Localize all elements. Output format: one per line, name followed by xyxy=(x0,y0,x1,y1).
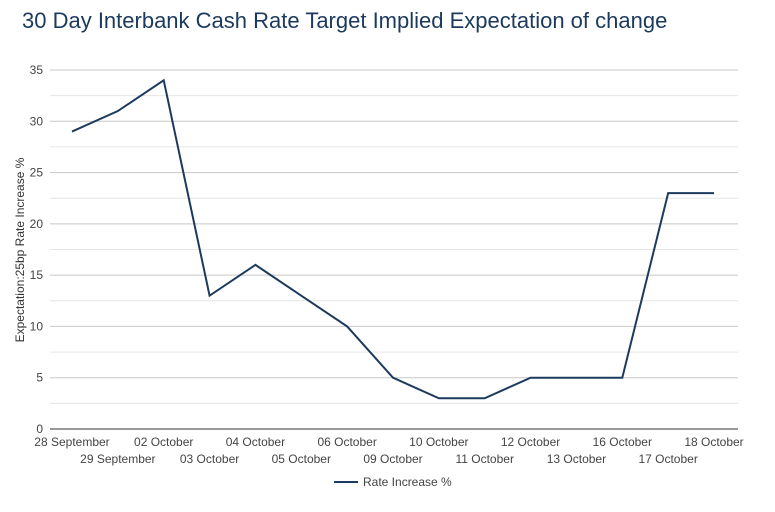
x-tick-label: 06 October xyxy=(317,435,376,449)
y-tick-label: 10 xyxy=(30,319,44,333)
y-axis-label: Expectation:25bp Rate Increase % xyxy=(13,157,27,342)
y-axis-ticks: 0 5 10 15 20 25 30 35 xyxy=(30,63,44,436)
x-tick-label: 05 October xyxy=(272,452,331,466)
x-tick-label: 16 October xyxy=(593,435,652,449)
x-tick-label: 12 October xyxy=(501,435,560,449)
gridlines xyxy=(50,69,738,430)
y-tick-label: 35 xyxy=(30,63,44,77)
y-tick-label: 20 xyxy=(30,217,44,231)
y-tick-label: 0 xyxy=(36,422,43,436)
x-tick-label: 02 October xyxy=(134,435,193,449)
y-tick-label: 5 xyxy=(36,371,43,385)
y-tick-label: 30 xyxy=(30,114,44,128)
chart-title: 30 Day Interbank Cash Rate Target Implie… xyxy=(22,8,668,33)
x-tick-label: 10 October xyxy=(409,435,468,449)
x-tick-label: 03 October xyxy=(180,452,239,466)
x-tick-label: 18 October xyxy=(684,435,743,449)
legend: Rate Increase % xyxy=(334,475,452,489)
x-tick-label: 28 September xyxy=(34,435,109,449)
series-group xyxy=(71,78,714,400)
y-tick-label: 25 xyxy=(30,166,44,180)
x-axis-ticks: 28 September 29 September 02 October 03 Oct… xyxy=(34,435,743,466)
x-tick-label: 11 October xyxy=(455,452,513,466)
x-tick-label: 17 October xyxy=(638,452,697,466)
y-tick-label: 15 xyxy=(30,268,44,282)
x-tick-label: 29 September xyxy=(80,452,155,466)
x-tick-label: 04 October xyxy=(226,435,285,449)
x-tick-label: 09 October xyxy=(363,452,422,466)
legend-label: Rate Increase % xyxy=(363,475,452,489)
x-tick-label: 13 October xyxy=(547,452,606,466)
series-line xyxy=(71,78,714,400)
